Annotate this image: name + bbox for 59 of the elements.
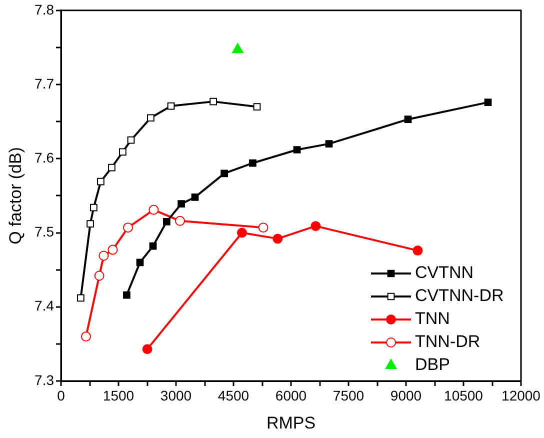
point <box>484 98 492 106</box>
x-tick-label: 1500 <box>102 387 134 404</box>
y-tick-label: 7.6 <box>34 150 54 166</box>
point <box>97 178 104 186</box>
point <box>149 242 157 250</box>
point <box>148 204 159 215</box>
x-tick-label: 10500 <box>444 387 484 404</box>
legend-label: TNN <box>415 309 450 328</box>
point <box>258 222 268 233</box>
point <box>249 159 256 167</box>
point <box>232 43 244 54</box>
y-tick-label: 7.3 <box>34 372 54 388</box>
point <box>108 244 118 255</box>
point <box>98 250 109 261</box>
point <box>237 228 248 238</box>
point <box>163 218 170 226</box>
point <box>147 114 154 122</box>
point <box>119 148 126 156</box>
y-tick-label: 7.7 <box>34 75 54 92</box>
x-tick-label: 9000 <box>390 387 422 404</box>
point <box>210 98 217 106</box>
legend-label: TNN-DR <box>415 332 480 352</box>
point <box>86 220 94 228</box>
point <box>136 258 144 266</box>
point <box>123 222 134 233</box>
point <box>123 291 130 299</box>
y-axis-title: Q factor (dB) <box>6 147 25 244</box>
x-tick-label: 4500 <box>218 387 250 404</box>
point <box>142 344 152 354</box>
y-tick-label: 7.4 <box>34 298 54 314</box>
point <box>272 234 283 244</box>
legend-label: CVTNN <box>415 263 474 282</box>
point <box>412 246 423 256</box>
point <box>108 164 116 172</box>
point <box>178 200 185 208</box>
y-tick-label: 7.5 <box>34 224 54 240</box>
point <box>404 116 412 124</box>
point <box>80 332 91 342</box>
x-tick-label: 12000 <box>502 387 541 404</box>
point <box>167 102 175 110</box>
legend-label: CVTNN-DR <box>415 286 504 306</box>
y-tick-label: 7.8 <box>34 1 54 18</box>
x-tick-label: 3000 <box>160 387 192 404</box>
point <box>77 294 84 302</box>
point <box>191 194 199 201</box>
point <box>310 221 321 232</box>
point <box>325 140 333 148</box>
point <box>174 216 185 226</box>
x-axis-title: RMPS <box>266 413 316 432</box>
point <box>253 103 261 110</box>
x-tick-label: 6000 <box>275 387 307 404</box>
point <box>127 136 135 144</box>
point <box>293 146 301 154</box>
x-tick-label: 0 <box>57 387 66 404</box>
legend-label: DBP <box>415 355 450 374</box>
x-tick-label: 7500 <box>332 387 364 404</box>
point <box>90 204 98 212</box>
point <box>94 270 104 281</box>
point <box>220 170 228 178</box>
